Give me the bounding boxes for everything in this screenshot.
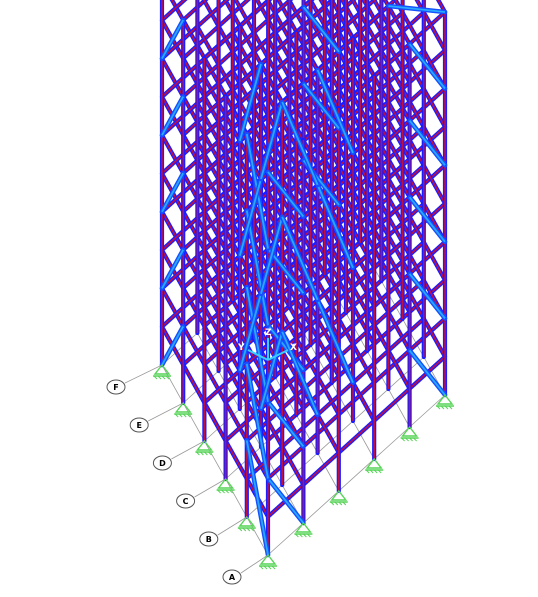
beam-core (318, 415, 339, 453)
grid-bubble[interactable]: B (200, 517, 247, 546)
beam-core (388, 312, 409, 350)
beam-core (162, 288, 183, 326)
beam-core (282, 447, 303, 485)
brace-core (410, 197, 445, 242)
beam-core (162, 59, 183, 97)
axis-y-label: Y (237, 343, 245, 353)
beam-core (318, 376, 339, 414)
grid-bubble[interactable]: C (177, 479, 226, 508)
axis-x-label: X (290, 343, 297, 353)
grid-bubble-label: D (159, 459, 166, 468)
beam-core (374, 389, 409, 421)
axis-z-label: Z (265, 328, 272, 338)
beam-core (424, 166, 445, 204)
grid-bubble[interactable]: D (153, 441, 204, 470)
beam-core (424, 89, 445, 127)
beam-core (353, 383, 374, 421)
beam-core (162, 212, 183, 250)
beam-core (424, 319, 445, 357)
beam-core (388, 351, 409, 389)
beam-core (226, 441, 247, 479)
beam-core (424, 12, 445, 50)
brace-core (410, 350, 445, 395)
grid-bubble-label: E (136, 421, 141, 430)
brace-core (268, 478, 303, 523)
brace-core (410, 121, 445, 166)
grid-bubble-label: B (206, 535, 212, 544)
beam-core (339, 421, 374, 453)
grid-bubble[interactable]: E (130, 403, 183, 432)
beam-core (303, 453, 338, 485)
brace-core (410, 274, 445, 319)
beam-core (183, 365, 204, 403)
grid-bubble[interactable]: F (107, 365, 162, 394)
beam-core (183, 326, 204, 364)
grid-bubble-label: F (113, 383, 118, 392)
beam-core (204, 403, 225, 441)
beam-core (162, 135, 183, 173)
grid-bubble[interactable]: A (223, 555, 268, 584)
beam-core (226, 402, 247, 440)
beam-core (424, 242, 445, 280)
brace-core (410, 44, 445, 89)
beam-core (204, 364, 225, 402)
grid-bubble-label: A (229, 573, 236, 582)
beam-core (353, 344, 374, 382)
grid-bubble-label: C (183, 497, 189, 506)
grid-line (268, 395, 445, 555)
